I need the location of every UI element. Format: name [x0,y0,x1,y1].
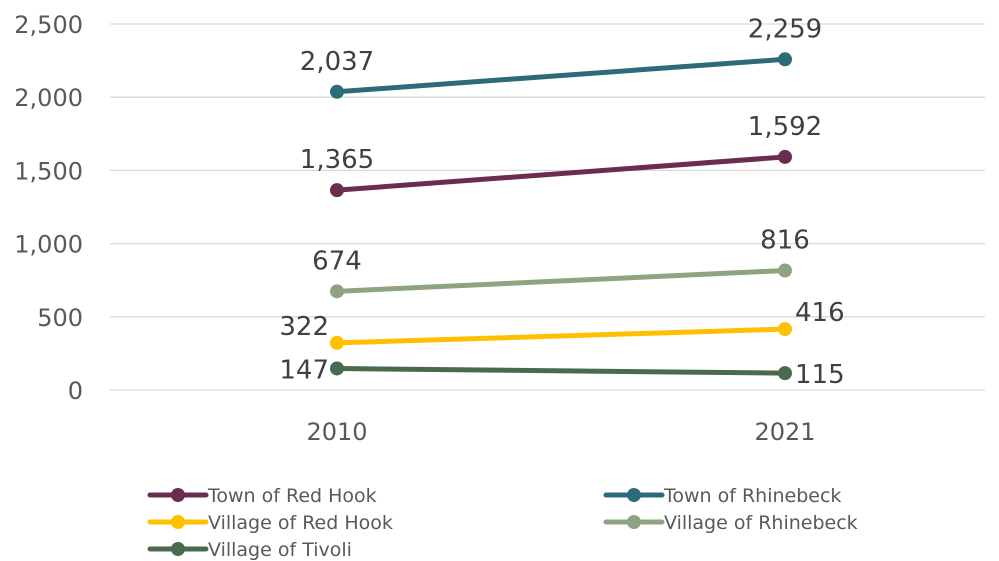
legend-item: Town of Rhinebeck [603,485,841,507]
y-tick-label: 2,000 [14,84,83,112]
legend-swatch-marker [171,542,185,556]
legend-item: Village of Rhinebeck [603,512,858,534]
x-tick-label: 2021 [754,418,815,446]
legend-swatch-marker [627,515,641,529]
series-lines [330,52,792,381]
data-label: 816 [760,226,810,256]
data-labels: 1,365 1,592 2,037 2,259 322 416 674 816 147 115 [279,14,844,390]
y-tick-label: 500 [37,304,83,332]
data-label: 416 [795,298,845,328]
data-point-marker [330,361,344,376]
data-point-marker [330,183,344,198]
legend-swatch-marker [171,488,185,502]
data-point-marker [778,149,792,164]
data-point-marker [330,84,344,99]
series-line [334,154,788,193]
legend-item: Village of Red Hook [147,512,393,534]
data-point-marker [778,263,792,278]
series-line [334,326,788,346]
legend-item: Town of Red Hook [147,485,377,507]
data-point-marker [778,322,792,337]
data-label: 115 [795,360,845,390]
y-tick-label: 2,500 [14,11,83,39]
legend-label: Village of Red Hook [208,512,393,534]
data-label: 147 [279,355,329,385]
data-label: 1,592 [748,112,822,142]
legend-swatch-marker [171,515,185,529]
series-line [334,268,788,294]
y-tick-label: 1,000 [14,231,83,259]
y-axis: 0 500 1,000 1,500 2,000 2,500 [14,11,83,405]
legend-swatch-marker [627,488,641,502]
data-point-marker [778,366,792,381]
legend-label: Town of Rhinebeck [663,485,841,507]
data-label: 2,259 [748,14,822,44]
data-point-marker [330,335,344,350]
data-label: 1,365 [300,145,374,175]
x-axis: 2010 2021 [306,418,815,446]
data-label: 674 [312,246,362,276]
legend-label: Town of Red Hook [207,485,377,507]
data-point-marker [330,284,344,299]
series-line [334,56,788,95]
y-tick-label: 0 [68,377,83,405]
legend-label: Village of Rhinebeck [664,512,858,534]
legend-item: Village of Tivoli [147,539,352,561]
gridlines [110,23,985,391]
legend: Town of Red Hook Town of Rhinebeck Village… [147,485,858,561]
data-label: 322 [279,312,329,342]
data-label: 2,037 [300,47,374,77]
data-point-marker [778,52,792,67]
legend-label: Village of Tivoli [208,539,352,561]
y-tick-label: 1,500 [14,157,83,185]
x-tick-label: 2010 [306,418,367,446]
series-line [334,365,788,376]
